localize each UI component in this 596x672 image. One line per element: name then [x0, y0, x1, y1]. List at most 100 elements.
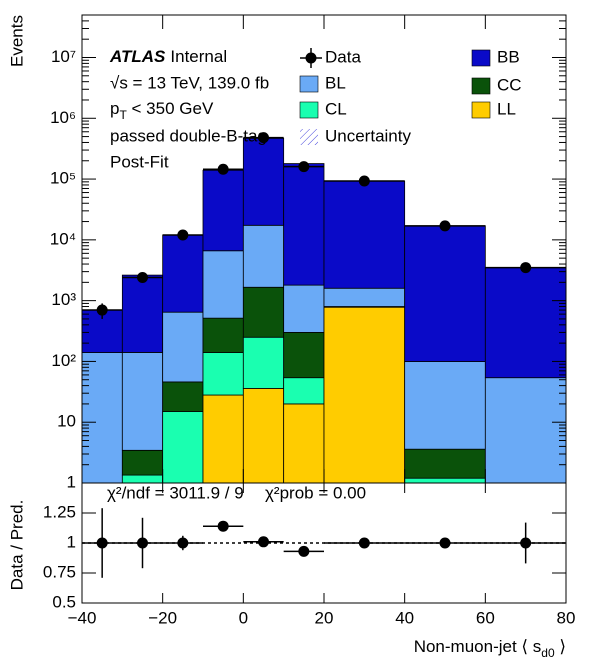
ratio-point [520, 537, 532, 549]
legend-swatch [471, 77, 491, 95]
bar [202, 250, 244, 319]
x-tick-label: 80 [557, 608, 576, 627]
bar [242, 224, 285, 288]
data-point [298, 161, 310, 173]
bar [404, 225, 486, 362]
bar [162, 411, 204, 483]
ratio-point [96, 537, 108, 549]
selection-label: passed double-B-tag [110, 126, 267, 145]
bar [202, 352, 244, 396]
uncertainty-legend-swatch [300, 129, 318, 145]
x-label-sub: d0 [541, 646, 555, 660]
y-tick-label: 10⁴ [50, 229, 76, 248]
data-point [439, 220, 451, 232]
bar [283, 284, 325, 333]
pt-rest: < 350 GeV [127, 99, 214, 118]
bar [162, 234, 204, 313]
data-point [520, 262, 532, 274]
y-tick-label: 1 [67, 472, 76, 491]
ratio-point [217, 520, 229, 532]
ratio-y-tick-label: 1 [67, 532, 76, 551]
bar [283, 163, 325, 286]
atlas: ATLAS [109, 47, 166, 66]
x-tick-label: −40 [68, 608, 97, 627]
x-axis-label: Non-muon-jet ⟨ sd0 ⟩ [414, 637, 566, 660]
foreground: 1 10 10² 10³ 10⁴ 10⁵ 10⁶ 10⁷ 0.5 0.75 1 1.25 −40 −20 0… [43, 14, 576, 627]
legend-swatch [299, 75, 319, 93]
bar [242, 137, 285, 226]
x-tick-label: 40 [395, 608, 414, 627]
legend-label: LL [497, 99, 516, 118]
bar [404, 448, 486, 479]
chi2-label: χ²/ndf = 3011.9 / 9 [107, 483, 244, 502]
legend-label: CL [325, 99, 347, 118]
bar [202, 169, 244, 252]
bar [242, 336, 285, 389]
bar [202, 317, 244, 353]
fit-label: Post-Fit [110, 152, 169, 171]
legend-swatch [471, 49, 491, 67]
bar [121, 352, 164, 451]
y-tick-label: 10⁵ [50, 169, 76, 188]
ratio-point [298, 545, 310, 557]
bar [202, 394, 244, 483]
y-tick-label: 10 [57, 412, 76, 431]
bar [323, 180, 406, 289]
data-point [96, 304, 108, 316]
bar [283, 332, 325, 379]
bar [121, 449, 164, 476]
bar [121, 274, 164, 353]
y-tick-label: 10⁶ [50, 108, 76, 127]
x-tick-label: −20 [148, 608, 177, 627]
x-tick-label: 0 [239, 608, 248, 627]
chi2prob-label: χ²prob = 0.00 [265, 483, 366, 502]
x-label-main: Non-muon-jet ⟨ s [414, 637, 542, 656]
pt-label: pT < 350 GeV [110, 99, 214, 122]
ratio-y-tick-label: 1.25 [43, 502, 76, 521]
atlas-status: Internal [170, 47, 227, 66]
legend-swatch [471, 101, 491, 119]
bar [242, 286, 285, 338]
legend-label: CC [497, 75, 522, 94]
ratio-y-axis-label: Data / Pred. [7, 500, 26, 591]
ratio-point [439, 537, 451, 549]
pt-p: p [110, 99, 119, 118]
x-label-end: ⟩ [555, 637, 566, 656]
ratio-y-tick-label: 0.5 [52, 592, 76, 611]
legend-label: BL [325, 73, 346, 92]
ratio-point [177, 537, 189, 549]
ratio-point [137, 537, 148, 549]
bar [283, 403, 325, 483]
bar [323, 287, 406, 307]
energy-label: √s = 13 TeV, 139.0 fb [110, 73, 269, 92]
bar [242, 387, 285, 483]
ratio-point [258, 536, 269, 548]
data-point [258, 132, 269, 144]
bar [484, 377, 566, 483]
y-tick-label: 10⁷ [51, 47, 76, 66]
bar [283, 377, 325, 405]
atlas-label: ATLAS Internal [109, 47, 227, 66]
bar [323, 306, 406, 483]
x-tick-label: 20 [315, 608, 334, 627]
bar [82, 352, 123, 483]
bar [162, 311, 204, 383]
pt-sub: T [119, 108, 127, 122]
legend-label: BB [497, 47, 520, 66]
y-axis-label: Events [7, 15, 26, 67]
data-point [137, 272, 148, 284]
ratio-frame [81, 482, 567, 604]
ratio-point [358, 537, 370, 549]
ratio-y-tick-label: 0.75 [43, 562, 76, 581]
stack [82, 137, 566, 483]
bar [162, 381, 204, 412]
data-point [177, 229, 189, 241]
legend-label: Uncertainty [325, 126, 411, 145]
x-tick-label: 60 [476, 608, 495, 627]
legend-marker [305, 52, 317, 64]
data-point [358, 175, 370, 187]
legend-label: Data [325, 47, 361, 66]
legend-swatch [299, 101, 319, 119]
y-tick-label: 10² [51, 351, 76, 370]
